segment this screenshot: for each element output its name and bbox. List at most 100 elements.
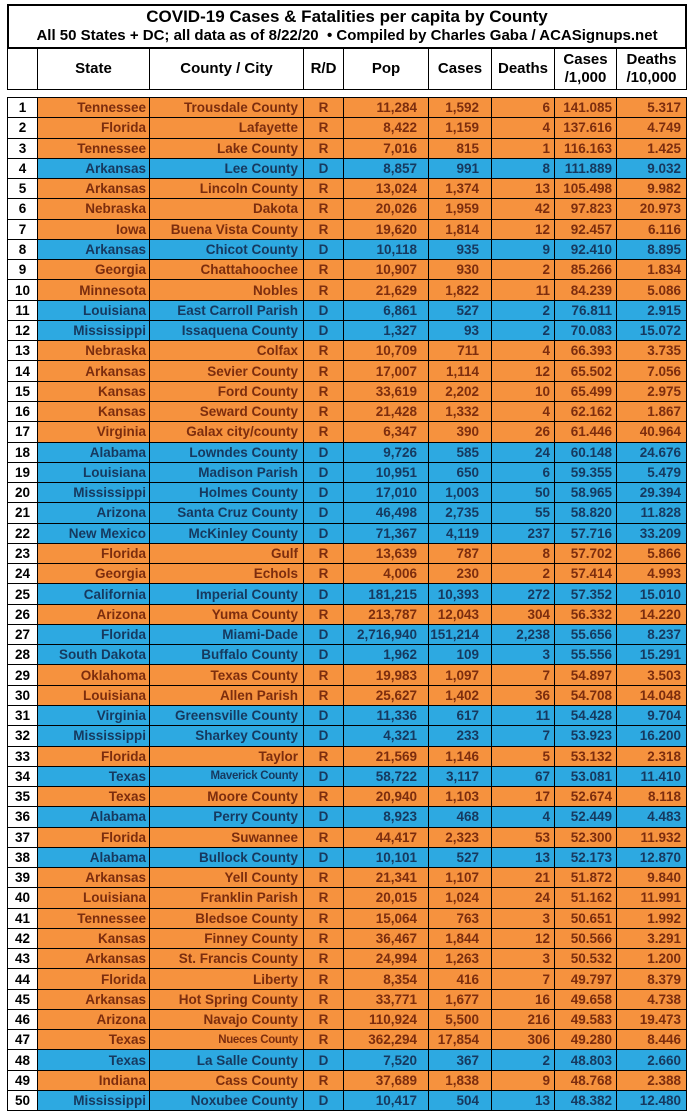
deaths-per-10000-cell: 9.704 (617, 705, 687, 726)
row-rank: 42 (8, 928, 38, 949)
table-row: 36 Alabama Perry County D 8,923 468 4 52.449 4.4… (7, 807, 687, 828)
county-cell: East Carroll Parish (150, 300, 304, 320)
county-cell: Lafayette (150, 118, 304, 138)
population-cell: 17,010 (344, 483, 429, 503)
cases-cell: 233 (429, 726, 492, 746)
row-rank: 34 (8, 766, 38, 787)
row-rank: 9 (8, 260, 38, 280)
party-cell: R (304, 179, 344, 199)
deaths-per-10000-cell: 4.738 (617, 989, 687, 1009)
row-rank: 12 (8, 320, 38, 341)
cases-per-1000-cell: 51.872 (555, 868, 617, 888)
title-box: COVID-19 Cases & Fatalities per capita b… (7, 4, 687, 49)
county-cell: Liberty (150, 969, 304, 989)
table-row: 15 Kansas Ford County R 33,619 2,202 10 65.499 2… (7, 381, 687, 402)
column-header-cases_per_1000: Cases/1,000 (555, 49, 617, 89)
table-row: 45 Arkansas Hot Spring County R 33,771 1,677 1… (7, 989, 687, 1010)
deaths-per-10000-cell: 6.116 (617, 219, 687, 239)
party-cell: D (304, 523, 344, 543)
covid-county-table: COVID-19 Cases & Fatalities per capita b… (7, 4, 687, 1111)
population-cell: 1,327 (344, 320, 429, 341)
cases-per-1000-cell: 52.173 (555, 847, 617, 868)
deaths-per-10000-cell: 3.503 (617, 665, 687, 685)
cases-cell: 1,114 (429, 361, 492, 381)
table-row: 29 Oklahoma Texas County R 19,983 1,097 7 54.89… (7, 665, 687, 686)
table-row: 8 Arkansas Chicot County D 10,118 935 9 92.410 8… (7, 239, 687, 261)
cases-cell: 1,024 (429, 888, 492, 908)
party-cell: R (304, 604, 344, 624)
deaths-per-10000-cell: 2.975 (617, 381, 687, 401)
cases-per-1000-cell: 111.889 (555, 158, 617, 179)
party-cell: D (304, 1091, 344, 1111)
population-cell: 362,294 (344, 1030, 429, 1050)
row-rank: 33 (8, 746, 38, 766)
row-rank: 36 (8, 807, 38, 827)
deaths-per-10000-cell: 4.993 (617, 564, 687, 584)
deaths-per-10000-cell: 11.410 (617, 766, 687, 787)
cases-cell: 367 (429, 1050, 492, 1070)
table-row: 11 Louisiana East Carroll Parish D 6,861 527 2… (7, 300, 687, 321)
cases-per-1000-cell: 53.081 (555, 766, 617, 787)
deaths-cell: 304 (492, 604, 555, 624)
table-row: 40 Louisiana Franklin Parish R 20,015 1,024 24… (7, 888, 687, 909)
cases-cell: 4,119 (429, 523, 492, 543)
deaths-cell: 4 (492, 401, 555, 422)
cases-cell: 617 (429, 705, 492, 726)
deaths-cell: 2,238 (492, 624, 555, 645)
state-cell: Alabama (38, 847, 150, 868)
state-cell: Arkansas (38, 239, 150, 260)
deaths-per-10000-cell: 5.086 (617, 280, 687, 300)
county-cell: Buffalo County (150, 645, 304, 665)
deaths-cell: 3 (492, 949, 555, 969)
deaths-per-10000-cell: 33.209 (617, 523, 687, 543)
state-cell: Louisiana (38, 888, 150, 908)
county-cell: Colfax (150, 341, 304, 361)
cases-cell: 1,814 (429, 219, 492, 239)
population-cell: 13,639 (344, 543, 429, 564)
state-cell: Florida (38, 118, 150, 138)
state-cell: Kansas (38, 401, 150, 422)
row-rank: 8 (8, 239, 38, 260)
cases-per-1000-cell: 50.651 (555, 908, 617, 928)
population-cell: 1,962 (344, 645, 429, 665)
cases-cell: 5,500 (429, 1009, 492, 1030)
population-cell: 213,787 (344, 604, 429, 624)
cases-cell: 1,103 (429, 787, 492, 807)
row-rank: 11 (8, 300, 38, 320)
deaths-cell: 8 (492, 543, 555, 564)
column-header-label-line2: /1,000 (564, 69, 607, 86)
population-cell: 7,520 (344, 1050, 429, 1070)
cases-per-1000-cell: 62.162 (555, 401, 617, 422)
row-rank: 47 (8, 1030, 38, 1050)
deaths-per-10000-cell: 8.118 (617, 787, 687, 807)
population-cell: 37,689 (344, 1070, 429, 1091)
deaths-cell: 272 (492, 584, 555, 604)
deaths-cell: 5 (492, 746, 555, 766)
cases-per-1000-cell: 57.702 (555, 543, 617, 564)
deaths-per-10000-cell: 1.867 (617, 401, 687, 422)
row-rank: 28 (8, 645, 38, 665)
row-rank: 10 (8, 280, 38, 300)
cases-per-1000-cell: 52.300 (555, 827, 617, 847)
county-cell: Finney County (150, 928, 304, 949)
party-cell: R (304, 422, 344, 442)
state-cell: Arizona (38, 503, 150, 523)
deaths-per-10000-cell: 16.200 (617, 726, 687, 746)
party-cell: D (304, 807, 344, 827)
county-cell: St. Francis County (150, 949, 304, 969)
county-cell: Imperial County (150, 584, 304, 604)
county-cell: Gulf (150, 543, 304, 564)
cases-cell: 109 (429, 645, 492, 665)
deaths-cell: 42 (492, 199, 555, 219)
population-cell: 44,417 (344, 827, 429, 847)
table-row: 37 Florida Suwannee R 44,417 2,323 53 52.300 11.… (7, 827, 687, 848)
county-cell: Greensville County (150, 705, 304, 726)
table-row: 31 Virginia Greensville County D 11,336 617 11… (7, 705, 687, 727)
table-row: 12 Mississippi Issaquena County D 1,327 93 2 70… (7, 320, 687, 342)
deaths-per-10000-cell: 5.479 (617, 462, 687, 483)
population-cell: 20,015 (344, 888, 429, 908)
cases-cell: 1,822 (429, 280, 492, 300)
state-cell: Florida (38, 827, 150, 847)
deaths-cell: 50 (492, 483, 555, 503)
